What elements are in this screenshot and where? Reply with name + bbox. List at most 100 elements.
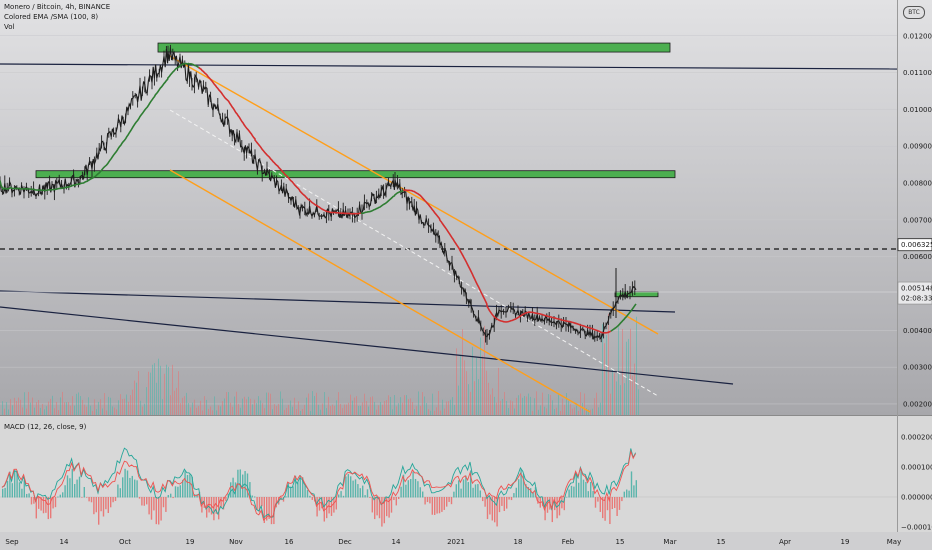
- volume-bar: [190, 407, 191, 415]
- volume-bar: [474, 381, 475, 415]
- macd-histogram-bar: [412, 471, 414, 498]
- volume-bar: [6, 402, 7, 415]
- volume-bar: [356, 396, 357, 415]
- volume-bar: [296, 409, 297, 415]
- macd-histogram-bar: [88, 497, 90, 502]
- volume-bar: [470, 391, 471, 415]
- macd-histogram-bar: [530, 488, 532, 498]
- volume-bar: [624, 383, 625, 415]
- indicator-legend[interactable]: Colored EMA /SMA (100, 8): [4, 13, 99, 21]
- volume-bar: [86, 406, 87, 415]
- volume-bar: [60, 397, 61, 415]
- volume-bar: [540, 405, 541, 415]
- volume-bar: [156, 382, 157, 415]
- volume-bar: [24, 392, 25, 415]
- volume-bar: [456, 348, 457, 415]
- volume-bar: [146, 387, 147, 415]
- macd-histogram-bar: [107, 497, 109, 514]
- macd-histogram-bar: [333, 497, 335, 513]
- volume-bar: [422, 392, 423, 415]
- macd-histogram-bar: [21, 488, 23, 498]
- volume-bar: [570, 403, 571, 415]
- volume-bar: [40, 407, 41, 415]
- volume-bar: [578, 410, 579, 415]
- macd-histogram-bar: [462, 479, 465, 498]
- volume-bar: [482, 355, 483, 415]
- volume-bar: [214, 396, 215, 415]
- volume-bar: [30, 402, 31, 415]
- volume-bar: [198, 405, 199, 415]
- macd-histogram-bar: [633, 485, 635, 498]
- volume-bar: [380, 401, 381, 415]
- volume-bar: [176, 387, 177, 415]
- volume-bar: [464, 360, 465, 415]
- macd-histogram-bar: [64, 485, 66, 498]
- macd-histogram-bar: [119, 488, 121, 498]
- volume-legend[interactable]: Vol: [4, 23, 15, 31]
- volume-bar: [352, 400, 353, 415]
- macd-histogram-bar: [467, 482, 469, 498]
- macd-histogram-bar: [47, 497, 49, 520]
- macd-histogram-bar: [503, 497, 505, 511]
- volume-bar: [386, 400, 387, 415]
- volume-bar: [476, 357, 477, 415]
- macd-histogram-bar: [311, 497, 313, 500]
- macd-histogram-bar: [302, 477, 304, 498]
- volume-bar: [134, 380, 135, 415]
- volume-bar: [256, 403, 257, 415]
- time-tick-label: Nov: [229, 538, 243, 546]
- macd-histogram-bar: [225, 497, 227, 502]
- macd-histogram-bar: [306, 490, 309, 498]
- volume-bar: [74, 405, 75, 415]
- volume-bar: [322, 403, 323, 415]
- volume-bar: [82, 399, 83, 415]
- volume-bar: [258, 396, 259, 415]
- symbol-legend[interactable]: Monero / Bitcoin, 4h, BINANCE: [4, 3, 111, 11]
- volume-bar: [342, 408, 343, 415]
- volume-bar: [408, 399, 409, 415]
- macd-histogram-bar: [520, 469, 522, 498]
- currency-badge[interactable]: BTC: [903, 6, 925, 19]
- macd-histogram-bar: [374, 497, 376, 520]
- macd-histogram-bar: [95, 497, 97, 513]
- volume-bar: [314, 395, 315, 415]
- macd-histogram-bar: [395, 497, 397, 506]
- macd-histogram-bar: [422, 491, 424, 498]
- macd-histogram-bar: [568, 489, 570, 498]
- macd-histogram-bar: [474, 484, 477, 498]
- macd-histogram-bar: [297, 482, 299, 498]
- volume-bar: [18, 397, 19, 415]
- volume-bar: [628, 338, 629, 415]
- volume-bar: [406, 395, 407, 415]
- volume-bar: [52, 395, 53, 415]
- volume-bar: [78, 392, 79, 415]
- macd-histogram-bar: [294, 475, 297, 498]
- volume-bar: [304, 404, 305, 415]
- volume-bar: [210, 406, 211, 415]
- volume-bar: [80, 396, 81, 415]
- volume-bar: [378, 405, 379, 415]
- channel-midline: [169, 109, 659, 397]
- ema-green-segment: [360, 189, 405, 215]
- macd-histogram-bar: [179, 485, 181, 498]
- macd-histogram-bar: [256, 497, 258, 510]
- volume-bar: [226, 392, 227, 415]
- volume-bar: [232, 406, 233, 415]
- macd-histogram-bar: [215, 497, 217, 514]
- volume-bar: [84, 404, 85, 415]
- macd-histogram-bar: [606, 497, 609, 511]
- macd-histogram-bar: [486, 497, 489, 520]
- volume-bar: [428, 409, 429, 415]
- macd-legend[interactable]: MACD (12, 26, close, 9): [4, 423, 87, 431]
- volume-bar: [492, 388, 493, 415]
- volume-bar: [66, 402, 67, 415]
- volume-bar: [70, 405, 71, 415]
- volume-bar: [340, 403, 341, 415]
- volume-bar: [34, 407, 35, 415]
- volume-bar: [12, 405, 13, 415]
- descending-channel: [167, 54, 659, 413]
- volume-bar: [274, 404, 275, 415]
